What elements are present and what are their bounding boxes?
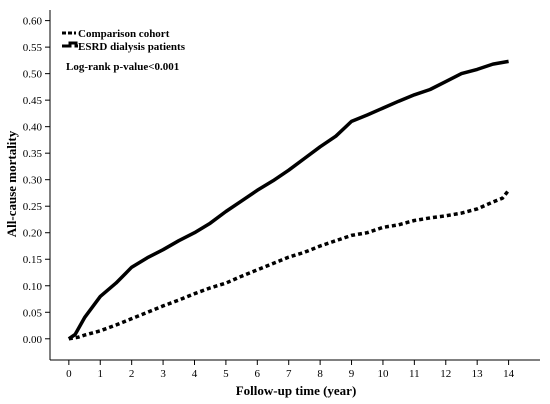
y-tick-label: 0.30: [23, 175, 43, 187]
x-tick-label: 4: [192, 368, 198, 380]
x-tick-label: 5: [223, 368, 229, 380]
x-tick-label: 9: [349, 368, 355, 380]
y-tick-label: 0.55: [23, 42, 43, 54]
log-rank-annotation: Log-rank p-value<0.001: [66, 61, 179, 73]
x-tick-label: 0: [66, 368, 72, 380]
x-tick-label: 3: [160, 368, 166, 380]
legend: Comparison cohort ESRD dialysis patients: [62, 28, 186, 53]
y-tick-label: 0.40: [23, 122, 43, 134]
series-line-esrd-dialysis-patients: [67, 59, 509, 341]
legend-label-esrd-dialysis-patients: ESRD dialysis patients: [78, 41, 186, 53]
y-axis-title: All-cause mortality: [4, 130, 19, 237]
x-tick-label: 2: [129, 368, 135, 380]
axes: [45, 10, 540, 365]
y-tick-label: 0.45: [23, 95, 43, 107]
x-tick-labels: 0 1 2 3 4 5 6 7 8 9 10 11 12 13 14: [66, 368, 514, 380]
y-tick-labels: 0.00 0.05 0.10 0.15 0.20 0.25 0.30 0.35 0.40 0.45…: [23, 16, 43, 346]
series-layer: [67, 59, 510, 341]
x-tick-label: 6: [255, 368, 261, 380]
y-tick-label: 0.10: [23, 281, 43, 293]
y-tick-label: 0.25: [23, 201, 43, 213]
x-tick-label: 7: [286, 368, 292, 380]
y-tick-label: 0.60: [23, 16, 43, 28]
y-tick-label: 0.20: [23, 228, 43, 240]
x-tick-label: 10: [377, 368, 389, 380]
y-tick-label: 0.00: [23, 334, 43, 346]
y-tick-label: 0.15: [23, 254, 43, 266]
series-line-comparison-cohort: [68, 189, 510, 341]
x-tick-label: 1: [98, 368, 104, 380]
x-tick-label: 8: [317, 368, 323, 380]
legend-swatch-esrd-dialysis-patients: [62, 41, 78, 48]
x-axis-title: Follow-up time (year): [236, 383, 357, 398]
y-tick-label: 0.35: [23, 148, 43, 160]
y-tick-label: 0.05: [23, 307, 43, 319]
y-tick-label: 0.50: [23, 69, 43, 81]
x-tick-label: 13: [472, 368, 484, 380]
x-tick-label: 14: [503, 368, 515, 380]
x-tick-label: 12: [440, 368, 451, 380]
x-tick-label: 11: [409, 368, 420, 380]
legend-label-comparison-cohort: Comparison cohort: [78, 28, 170, 40]
